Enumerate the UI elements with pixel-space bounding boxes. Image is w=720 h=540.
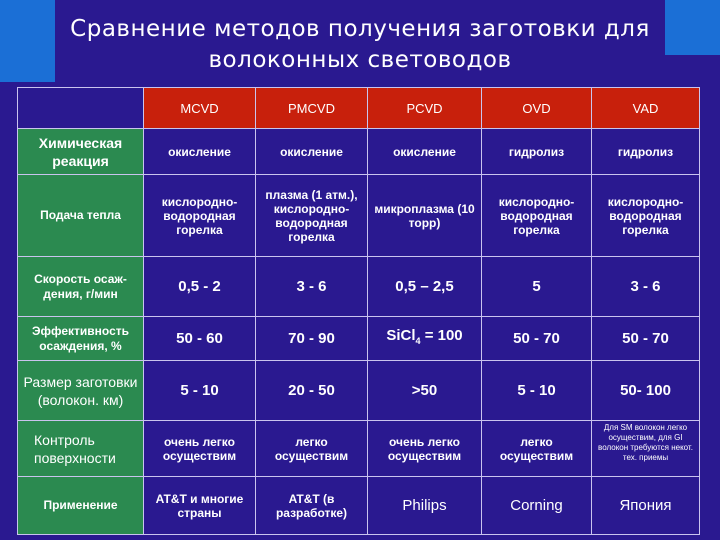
row-label-surface-control: Контроль поверхности (17, 420, 144, 477)
table-cell: 0,5 - 2 (143, 256, 256, 317)
table-cell: окисление (255, 128, 368, 175)
decorative-corner-block (665, 0, 720, 55)
table-cell: 70 - 90 (255, 316, 368, 361)
table-cell: кислородно-водородная горелка (143, 174, 256, 257)
row-label-deposition-rate: Скорость осаж-дения, г/мин (17, 256, 144, 317)
table-cell: Для SM волокон легко осуществим, для GI … (591, 420, 700, 477)
table-cell: очень легко осуществим (367, 420, 482, 477)
table-cell: 5 - 10 (481, 360, 592, 421)
table-cell: 50 - 70 (481, 316, 592, 361)
table-cell: 50- 100 (591, 360, 700, 421)
decorative-left-bar (0, 0, 55, 82)
table-cell: 50 - 60 (143, 316, 256, 361)
table-cell: легко осуществим (481, 420, 592, 477)
header-row: MCVD PMCVD PCVD OVD VAD (17, 87, 700, 129)
table-cell: гидролиз (591, 128, 700, 175)
table-cell-sicl4: SiCl4 = 100 (367, 316, 482, 361)
row-label-deposition-efficiency: Эффективность осаждения, % (17, 316, 144, 361)
table-cell: микроплазма (10 торр) (367, 174, 482, 257)
title-line-1: Сравнение методов получения заготовки дл… (70, 16, 650, 42)
table-cell: Corning (481, 476, 592, 535)
table-row: Контроль поверхности очень легко осущест… (17, 420, 700, 477)
table-cell: AT&T и многие страны (143, 476, 256, 535)
table-cell: AT&T (в разработке) (255, 476, 368, 535)
table-cell: 20 - 50 (255, 360, 368, 421)
column-header-pmcvd: PMCVD (255, 87, 368, 129)
table-row: Размер заготовки (волокон. км) 5 - 10 20… (17, 360, 700, 421)
table-cell: >50 (367, 360, 482, 421)
sicl-value: = 100 (420, 327, 463, 344)
table-cell: плазма (1 атм.), кислородно-водородная г… (255, 174, 368, 257)
sicl-subscript: 4 (415, 336, 421, 346)
column-header-ovd: OVD (481, 87, 592, 129)
row-label-reaction: Химическая реакция (17, 128, 144, 175)
table-cell: очень легко осуществим (143, 420, 256, 477)
column-header-mcvd: MCVD (143, 87, 256, 129)
table-cell: 0,5 – 2,5 (367, 256, 482, 317)
table-cell: Япония (591, 476, 700, 535)
table-cell: 50 - 70 (591, 316, 700, 361)
table-cell: 5 (481, 256, 592, 317)
table-row: Скорость осаж-дения, г/мин 0,5 - 2 3 - 6… (17, 256, 700, 317)
table-cell: кислородно-водородная горелка (591, 174, 700, 257)
row-label-preform-size: Размер заготовки (волокон. км) (17, 360, 144, 421)
comparison-table: MCVD PMCVD PCVD OVD VAD Химическая реакц… (17, 87, 700, 535)
table-row: Эффективность осаждения, % 50 - 60 70 - … (17, 316, 700, 361)
column-header-pcvd: PCVD (367, 87, 482, 129)
table-row: Применение AT&T и многие страны AT&T (в … (17, 476, 700, 535)
table-cell: 3 - 6 (255, 256, 368, 317)
slide-title: Сравнение методов получения заготовки дл… (55, 14, 665, 76)
table-cell: легко осуществим (255, 420, 368, 477)
table-cell: 5 - 10 (143, 360, 256, 421)
table-cell: окисление (143, 128, 256, 175)
table-cell: кислородно-водородная горелка (481, 174, 592, 257)
column-header-vad: VAD (591, 87, 700, 129)
table-cell: гидролиз (481, 128, 592, 175)
table-row: Химическая реакция окисление окисление о… (17, 128, 700, 175)
header-corner-cell (17, 87, 144, 129)
row-label-heat-supply: Подача тепла (17, 174, 144, 257)
table-cell: Philips (367, 476, 482, 535)
table-cell: окисление (367, 128, 482, 175)
row-label-application: Применение (17, 476, 144, 535)
table-cell: 3 - 6 (591, 256, 700, 317)
sicl-text: SiCl (386, 327, 416, 344)
table-row: Подача тепла кислородно-водородная горел… (17, 174, 700, 257)
title-line-2: волоконных световодов (208, 47, 512, 73)
